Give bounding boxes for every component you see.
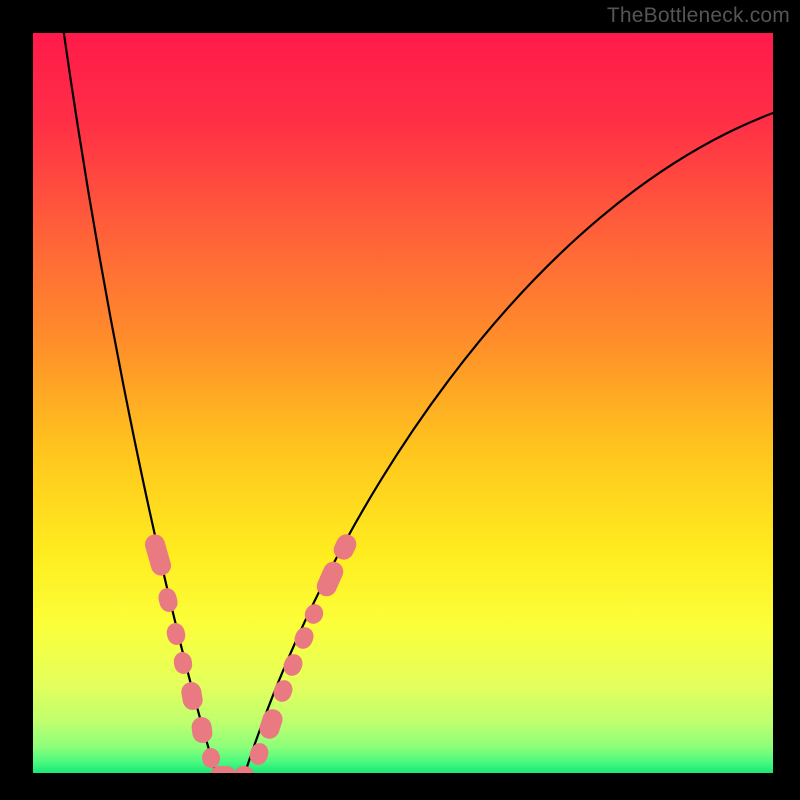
watermark-text: TheBottleneck.com bbox=[607, 4, 790, 28]
data-marker bbox=[234, 766, 254, 784]
plot-background bbox=[33, 33, 773, 773]
bottleneck-chart-svg bbox=[0, 0, 800, 800]
chart-container: TheBottleneck.com bbox=[0, 0, 800, 800]
data-marker bbox=[210, 766, 236, 784]
